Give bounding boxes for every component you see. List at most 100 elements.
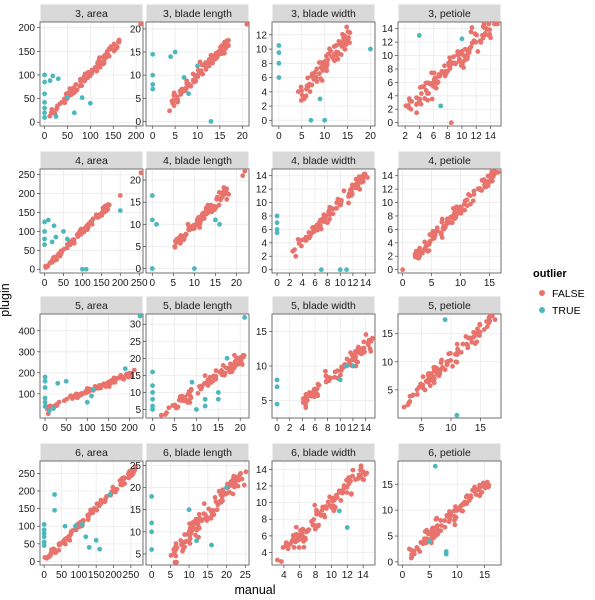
point-outlier [42, 105, 47, 111]
point-inlier [436, 73, 442, 79]
point-inlier [138, 170, 144, 176]
plot-border [397, 21, 502, 127]
point-inlier [334, 495, 340, 500]
point-inlier [446, 60, 451, 66]
point-inlier [300, 526, 306, 532]
point-outlier [149, 266, 155, 271]
x-tick-label: 100 [82, 131, 99, 142]
x-tick-label: 15 [342, 131, 354, 142]
point-inlier [49, 107, 55, 112]
point-inlier [81, 74, 87, 80]
point-outlier [274, 220, 280, 226]
point-inlier [414, 102, 419, 107]
x-tick-label: 0 [149, 570, 155, 581]
point-inlier [166, 405, 172, 411]
point-inlier [185, 221, 191, 227]
point-inlier [300, 396, 306, 402]
point-outlier [71, 110, 77, 116]
point-inlier [450, 60, 456, 66]
point-outlier [276, 43, 282, 48]
point-inlier [442, 524, 448, 530]
point-outlier [53, 234, 59, 240]
x-tick-label: 150 [105, 131, 122, 142]
point-inlier [460, 341, 466, 347]
point-inlier [183, 232, 189, 238]
point-inlier [54, 403, 59, 409]
x-tick-label: 14 [360, 423, 372, 434]
point-inlier [213, 376, 219, 382]
point-inlier [407, 399, 412, 405]
point-inlier [190, 520, 196, 525]
plot-border [145, 168, 250, 274]
point-inlier [220, 48, 226, 54]
point-inlier [199, 518, 205, 524]
point-inlier [226, 191, 232, 197]
point-inlier [335, 50, 341, 56]
point-inlier [464, 341, 470, 347]
point-inlier [178, 538, 184, 543]
point-outlier [344, 363, 349, 369]
panel-title: 6, blade length [163, 447, 232, 459]
point-inlier [207, 59, 213, 65]
point-inlier [452, 522, 458, 528]
point-inlier [486, 315, 492, 321]
point-inlier [349, 491, 354, 497]
x-tick-label: 15 [484, 278, 496, 289]
point-inlier [194, 72, 200, 78]
point-inlier [303, 402, 309, 408]
point-inlier [123, 373, 129, 379]
point-inlier [220, 363, 226, 368]
point-inlier [114, 486, 120, 492]
point-outlier [117, 208, 123, 214]
y-tick-label: 10 [382, 357, 394, 368]
x-tick-label: 12 [347, 278, 359, 289]
point-inlier [358, 465, 364, 470]
point-inlier [201, 501, 207, 507]
point-inlier [435, 530, 441, 536]
points [401, 313, 498, 418]
x-tick-label: 150 [88, 570, 105, 581]
y-tick-label: 5 [387, 385, 393, 396]
y-tick-label: 6 [261, 531, 267, 542]
x-tick-label: 12 [471, 131, 483, 142]
point-inlier [88, 509, 94, 515]
x-tick-label: 4 [300, 278, 306, 289]
point-inlier [235, 475, 241, 481]
point-inlier [419, 91, 424, 96]
point-inlier [215, 502, 221, 508]
point-inlier [322, 514, 328, 520]
point-outlier [150, 72, 156, 78]
point-outlier [149, 547, 155, 552]
point-inlier [193, 516, 199, 522]
point-inlier [182, 86, 188, 92]
y-tick-label: 5 [135, 242, 141, 253]
point-inlier [68, 242, 73, 248]
panel-3-blade-width: 3, blade width 0 5 10 15 20 0 2 4 6 8 10 12 [256, 3, 376, 142]
point-inlier [486, 320, 492, 326]
point-inlier [453, 504, 458, 510]
point-outlier [442, 317, 448, 323]
point-inlier [444, 513, 450, 518]
point-inlier [82, 226, 88, 231]
point-inlier [79, 391, 85, 397]
point-inlier [312, 526, 318, 532]
point-inlier [327, 216, 332, 222]
point-inlier [220, 498, 225, 504]
point-inlier [193, 78, 199, 84]
points [274, 332, 375, 411]
y-tick-label: 0 [261, 116, 267, 127]
point-inlier [488, 35, 493, 41]
point-inlier [425, 80, 431, 86]
point-inlier [218, 196, 224, 201]
plot-border [271, 460, 376, 566]
x-tick-label: 150 [100, 423, 117, 434]
point-inlier [463, 500, 469, 506]
point-inlier [224, 490, 230, 496]
point-inlier [187, 536, 193, 542]
point-outlier [149, 217, 155, 223]
point-outlier [318, 267, 324, 273]
point-inlier [290, 532, 296, 538]
x-tick-label: 6 [297, 570, 303, 581]
